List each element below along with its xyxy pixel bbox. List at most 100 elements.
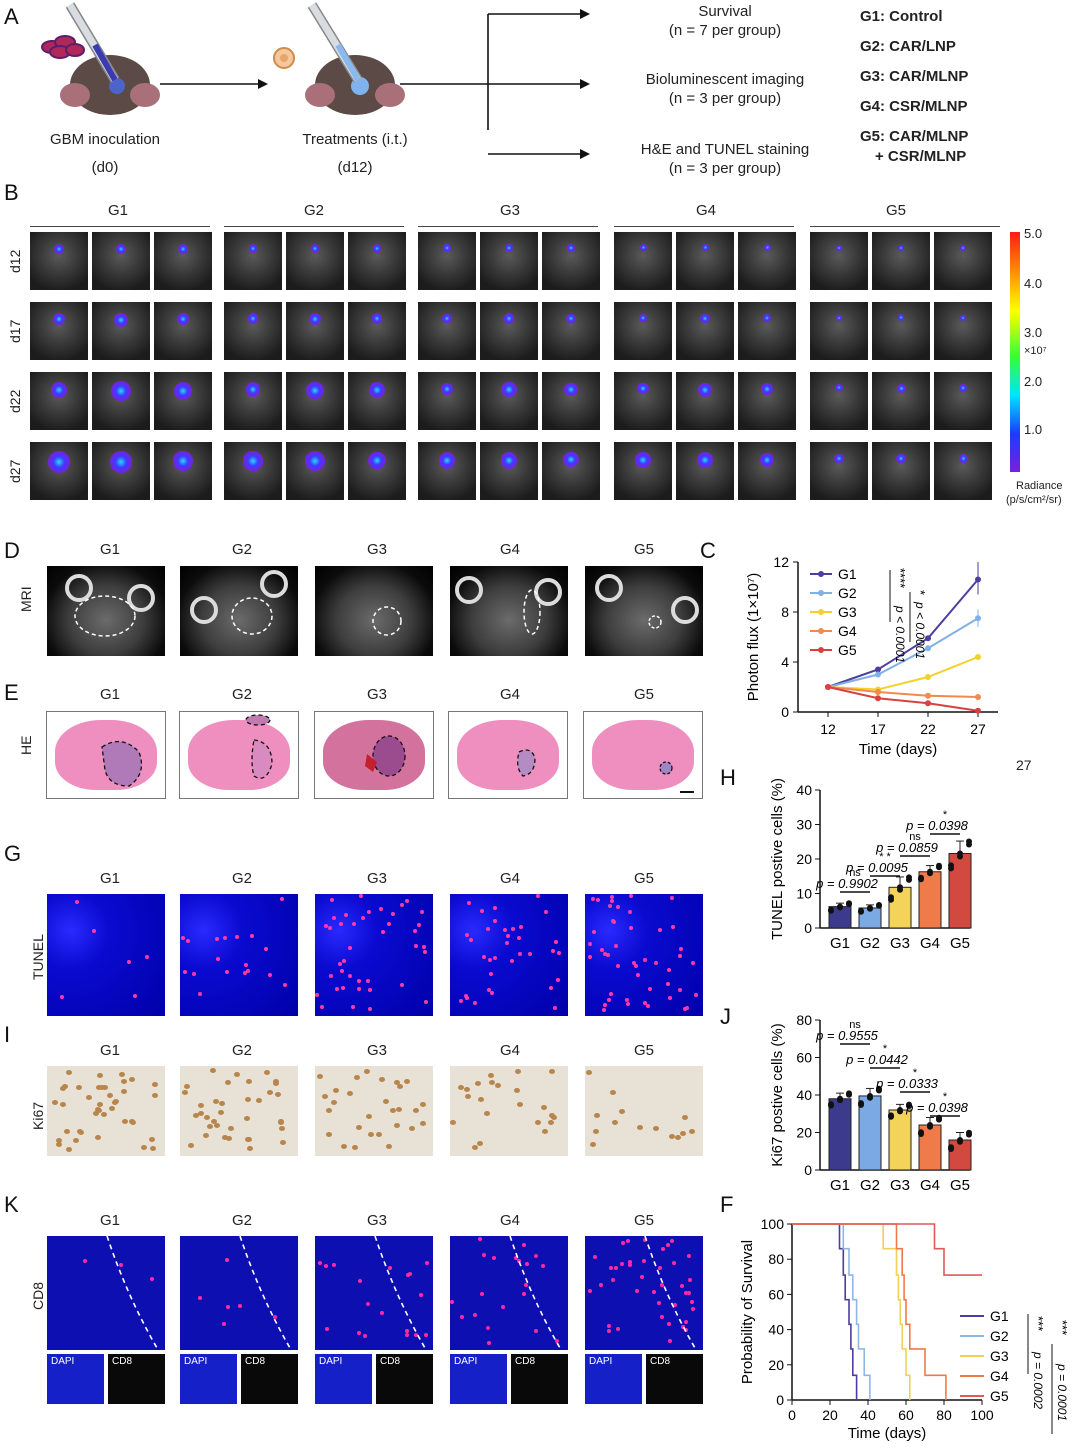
group-header: G5 <box>634 870 655 887</box>
group-header: G3 <box>367 1042 388 1059</box>
day-label: d17 <box>7 319 23 343</box>
legend-label: G4 <box>838 623 857 639</box>
bli-mouse-image <box>676 302 734 360</box>
tunel-image <box>585 894 703 1016</box>
bli-mouse-image <box>348 302 406 360</box>
panel-label-b: B <box>4 180 19 205</box>
x-tick-label: G4 <box>920 1177 940 1194</box>
bli-mouse-image <box>348 232 406 290</box>
bli-signal <box>173 451 193 471</box>
dapi-label: DAPI <box>589 1356 613 1367</box>
cd8-thumbnail: CD8 <box>108 1354 165 1404</box>
bli-signal <box>701 244 709 252</box>
y-tick-label: 0 <box>781 704 789 720</box>
group-header: G3 <box>367 541 388 558</box>
bli-signal <box>111 381 131 401</box>
series-line <box>827 656 979 691</box>
group-header: G4 <box>500 1212 521 1229</box>
cd8-image <box>47 1236 165 1350</box>
cd8-image <box>585 1236 703 1350</box>
he-image-g1 <box>46 711 166 799</box>
chart-j-ki67: 0 20 40 60 80 Ki67 postive cells (%) G1 G2 G3 G4 G… <box>769 1012 972 1194</box>
p-value: p = 0.9902 <box>815 876 879 891</box>
row-label-cd8: CD8 <box>30 1281 46 1310</box>
bli-signal <box>896 453 906 464</box>
bli-signal <box>697 452 713 468</box>
he-image-g3 <box>314 711 434 799</box>
y-tick-label: 8 <box>781 604 789 620</box>
p-value: p = 0.0398 <box>905 1100 969 1115</box>
bli-mouse-image <box>872 442 930 500</box>
bli-mouse-image <box>92 372 150 430</box>
data-dot <box>906 874 912 881</box>
bli-signal <box>440 382 454 396</box>
y-tick-label: 80 <box>768 1251 784 1267</box>
y-tick-label: 0 <box>776 1392 784 1408</box>
survival-curve <box>792 1223 982 1276</box>
group-header: G4 <box>500 686 521 703</box>
bli-signal <box>700 313 710 324</box>
colorbar-tick: 2.0 <box>1024 374 1043 389</box>
survival-curve <box>792 1223 858 1400</box>
bli-mouse-image <box>480 442 538 500</box>
bli-signal <box>567 244 575 252</box>
bli-signal <box>563 452 579 468</box>
p-value: p = 0.0398 <box>905 818 969 833</box>
dapi-label: DAPI <box>454 1356 478 1367</box>
p-value: p < 0.0001 <box>913 601 927 659</box>
group-header: G5 <box>634 1212 655 1229</box>
data-point <box>925 700 931 707</box>
colorbar-tick: 5.0 <box>1024 226 1043 241</box>
dapi-label: DAPI <box>51 1356 75 1367</box>
cd8-label: CD8 <box>380 1356 401 1367</box>
panel-label-a: A <box>4 4 19 29</box>
y-axis-label: Probability of Survival <box>739 1240 756 1384</box>
y-tick-label: 20 <box>796 851 812 867</box>
panel-label-j: J <box>720 1004 731 1029</box>
data-dot <box>948 862 954 869</box>
mri-image-g4 <box>450 566 568 656</box>
he-image-g2 <box>179 711 299 799</box>
outcome-title: H&E and TUNEL staining <box>640 141 810 158</box>
group-header: G5 <box>634 686 655 703</box>
bli-signal <box>501 382 517 398</box>
y-tick-label: 0 <box>804 1162 812 1178</box>
legend-marker <box>818 571 824 577</box>
colorbar-tick: 1.0 <box>1024 422 1043 437</box>
group-definition: G5: CAR/MLNP <box>860 128 969 145</box>
legend-label: G1 <box>838 566 857 582</box>
bli-mouse-image <box>872 302 930 360</box>
x-tick-label: 0 <box>788 1407 796 1423</box>
bli-mouse-image <box>224 442 282 500</box>
p-value: p = 0.0002 <box>1031 1351 1045 1409</box>
group-underline <box>418 226 598 227</box>
outcome-n: (n = 7 per group) <box>668 22 782 39</box>
x-tick-label: 100 <box>970 1407 994 1423</box>
data-dot <box>927 868 933 875</box>
bli-signal <box>243 451 263 471</box>
dapi-thumbnail: DAPI <box>450 1354 507 1404</box>
data-dot <box>846 900 852 907</box>
significance-mark: * <box>883 1043 888 1055</box>
y-tick-label: 12 <box>773 554 789 570</box>
syringe-icon <box>307 2 363 83</box>
data-point <box>975 694 981 700</box>
group-header: G2 <box>232 870 253 887</box>
group-header: G1 <box>100 686 121 703</box>
tumor-cells-icon <box>41 35 85 59</box>
bli-signal <box>310 243 320 253</box>
treatment-day: (d12) <box>337 159 373 176</box>
bli-mouse-image <box>92 302 150 360</box>
row-label-mri: MRI <box>18 586 34 612</box>
bli-mouse-image <box>738 372 796 430</box>
cd8-label: CD8 <box>650 1356 671 1367</box>
he-image-g5 <box>583 711 703 799</box>
bli-mouse-image <box>30 442 88 500</box>
data-point <box>875 671 881 678</box>
legend-label: G2 <box>838 585 857 601</box>
outcome-n: (n = 3 per group) <box>668 90 782 107</box>
data-dot <box>858 1100 864 1107</box>
panel-label-c: C <box>700 538 716 563</box>
data-dot <box>837 903 843 910</box>
bli-signal <box>178 243 188 254</box>
